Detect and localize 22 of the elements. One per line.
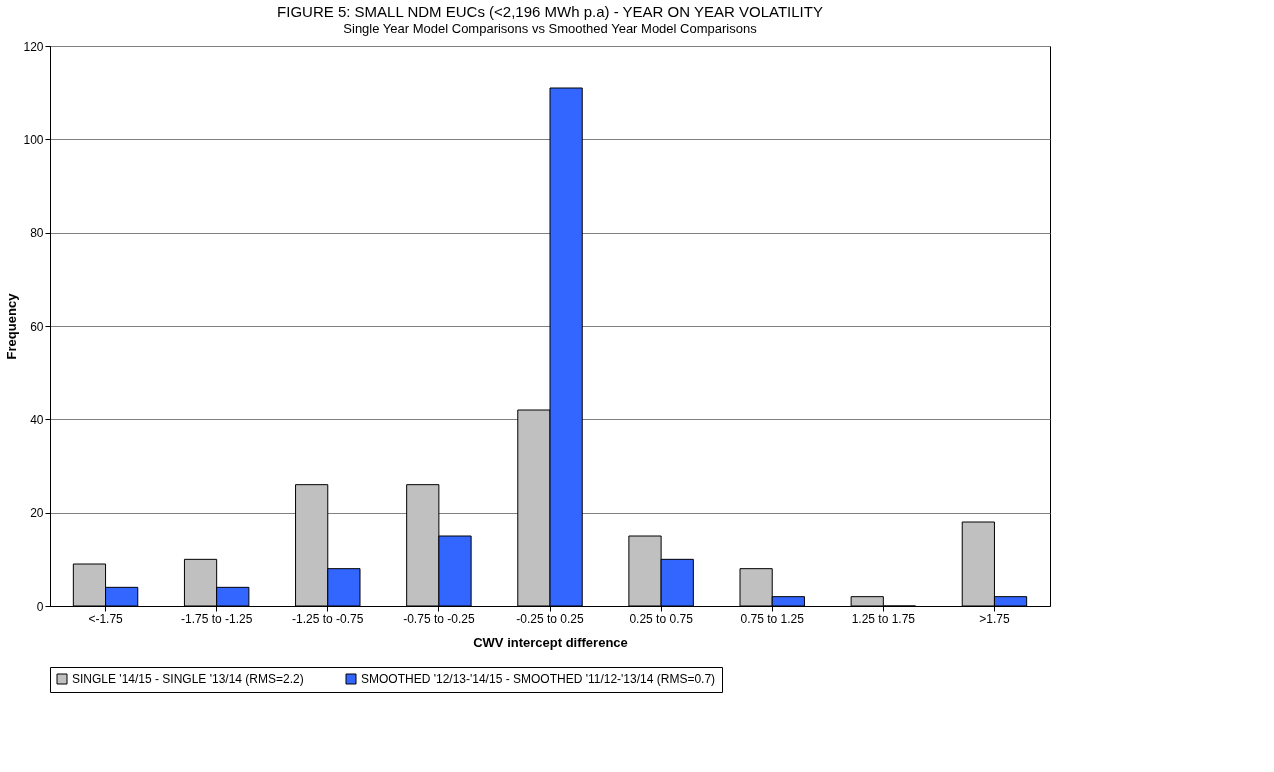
x-tick-label: 1.25 to 1.75: [851, 611, 916, 626]
y-tick-label: 60: [30, 319, 44, 334]
legend-label: SMOOTHED '12/13-'14/15 - SMOOTHED '11/12-'13/14 (RMS=0.7): [361, 672, 716, 686]
y-tick-label: 100: [23, 132, 44, 147]
y-tick-label: 80: [30, 226, 44, 241]
x-tick-label: -0.25 to 0.25: [516, 611, 585, 626]
y-axis-title: Frequency: [4, 292, 20, 360]
chart-title: FIGURE 5: SMALL NDM EUCs (<2,196 MWh p.a) - YEAR ON YEAR VOLATILITY: [277, 3, 823, 20]
chart-subtitle: Single Year Model Comparisons vs Smoothed Year Model Comparisons: [343, 21, 758, 36]
y-tick-label: 0: [36, 599, 44, 614]
x-tick-label: -1.75 to -1.25: [180, 611, 253, 626]
y-tick-label: 120: [23, 39, 44, 54]
x-tick-label: 0.25 to 0.75: [629, 611, 694, 626]
x-tick-label: >1.75: [979, 611, 1010, 626]
x-tick-label: -0.75 to -0.25: [403, 611, 475, 626]
x-tick-label: <-1.75: [88, 611, 124, 626]
x-axis-title: CWV intercept difference: [473, 634, 628, 650]
legend-label: SINGLE '14/15 - SINGLE '13/14 (RMS=2.2): [72, 672, 304, 686]
x-tick-label: 0.75 to 1.25: [740, 611, 805, 626]
x-tick-label: -1.25 to -0.75: [292, 611, 364, 626]
y-tick-label: 20: [30, 506, 44, 521]
y-tick-label: 40: [30, 412, 44, 427]
